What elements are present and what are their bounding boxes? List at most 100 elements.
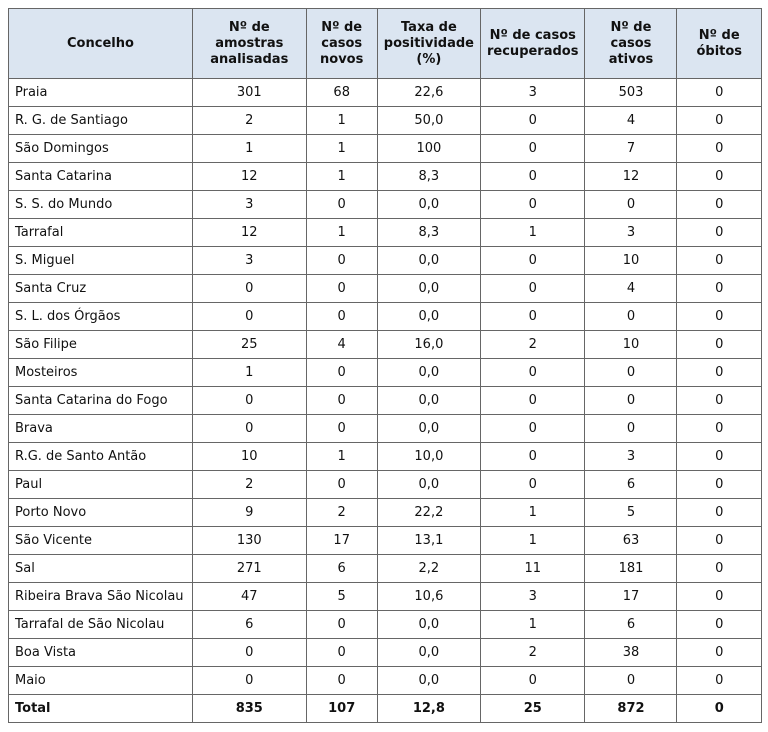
- table-cell: Santa Catarina: [8, 162, 193, 191]
- table-cell: 0: [676, 246, 762, 275]
- table-cell: 47: [191, 582, 307, 611]
- table-cell: 0,0: [376, 358, 482, 387]
- table-cell: 0: [676, 442, 762, 471]
- table-cell: 2: [191, 470, 307, 499]
- table-cell: 0: [676, 190, 762, 219]
- table-cell: 3: [479, 78, 586, 107]
- table-cell: 8,3: [376, 218, 482, 247]
- table-cell: 1: [479, 218, 586, 247]
- table-cell: 3: [584, 218, 678, 247]
- table-cell: 0: [676, 666, 762, 695]
- table-cell: 0: [479, 358, 586, 387]
- table-cell: 1: [191, 134, 307, 163]
- table-cell: 0: [676, 134, 762, 163]
- table-cell: 0: [676, 78, 762, 107]
- table-cell: 1: [479, 498, 586, 527]
- table-cell: 0: [305, 274, 378, 303]
- table-cell: 0: [479, 190, 586, 219]
- table-cell: 0,0: [376, 302, 482, 331]
- table-cell: 1: [191, 358, 307, 387]
- table-cell: 10: [191, 442, 307, 471]
- table-row: Sal 271 6 2,2 11 181 0: [8, 554, 762, 583]
- table-row: Brava 0 0 0,0 0 0 0: [8, 414, 762, 443]
- table-row: Santa Catarina 12 1 8,3 0 12 0: [8, 162, 762, 191]
- table-cell: 0: [584, 302, 678, 331]
- table-cell: 0,0: [376, 246, 482, 275]
- table-cell: 0: [676, 162, 762, 191]
- table-cell: 1: [479, 526, 586, 555]
- table-cell: 11: [479, 554, 586, 583]
- table-body: Praia 301 68 22,6 3 503 0 R. G. de Santiago 2 1 50…: [8, 78, 762, 723]
- table-cell: Praia: [8, 78, 193, 107]
- table-cell: Tarrafal de São Nicolau: [8, 610, 193, 639]
- table-cell: Maio: [8, 666, 193, 695]
- table-cell: 50,0: [376, 106, 482, 135]
- table-cell: 0: [676, 414, 762, 443]
- table-cell: 10: [584, 246, 678, 275]
- table-cell: 38: [584, 638, 678, 667]
- table-cell: Boa Vista: [8, 638, 193, 667]
- table-cell: 0: [305, 638, 378, 667]
- table-cell: 8,3: [376, 162, 482, 191]
- table-cell: 0: [676, 582, 762, 611]
- table-cell: 1: [305, 106, 378, 135]
- table-cell: 1: [305, 134, 378, 163]
- total-cell: 872: [584, 694, 678, 723]
- table-cell: 0: [676, 610, 762, 639]
- table-row: Santa Catarina do Fogo 0 0 0,0 0 0 0: [8, 386, 762, 415]
- total-row: Total 835 107 12,8 25 872 0: [8, 694, 762, 723]
- table-cell: 7: [584, 134, 678, 163]
- table-cell: 0: [191, 274, 307, 303]
- header-cell: Nº de casos novos: [305, 8, 378, 79]
- table-row: S. Miguel 3 0 0,0 0 10 0: [8, 246, 762, 275]
- header-row: Concelho Nº de amostras analisadas Nº de c…: [8, 8, 762, 79]
- table-cell: 0,0: [376, 638, 482, 667]
- table-row: Ribeira Brava São Nicolau 47 5 10,6 3 17 0: [8, 582, 762, 611]
- table-cell: 3: [584, 442, 678, 471]
- table-cell: 0: [584, 358, 678, 387]
- table-row: São Vicente 130 17 13,1 1 63 0: [8, 526, 762, 555]
- table-cell: 0: [584, 666, 678, 695]
- table-cell: 0,0: [376, 666, 482, 695]
- table-cell: 0,0: [376, 414, 482, 443]
- header-cell: Nº de amostras analisadas: [191, 8, 307, 79]
- table-cell: 0: [305, 190, 378, 219]
- table-row: Mosteiros 1 0 0,0 0 0 0: [8, 358, 762, 387]
- table-cell: 100: [376, 134, 482, 163]
- table-cell: 0: [479, 134, 586, 163]
- table-cell: 130: [191, 526, 307, 555]
- table-cell: 3: [191, 190, 307, 219]
- table-cell: Tarrafal: [8, 218, 193, 247]
- table-cell: 0: [305, 386, 378, 415]
- table-cell: 0,0: [376, 610, 482, 639]
- total-cell: 835: [191, 694, 307, 723]
- table-cell: Santa Catarina do Fogo: [8, 386, 193, 415]
- table-cell: 0: [676, 218, 762, 247]
- table-cell: 4: [584, 274, 678, 303]
- table-cell: S. S. do Mundo: [8, 190, 193, 219]
- table-cell: 0: [305, 470, 378, 499]
- table-cell: 1: [479, 610, 586, 639]
- total-cell: 12,8: [376, 694, 482, 723]
- table-row: Santa Cruz 0 0 0,0 0 4 0: [8, 274, 762, 303]
- header-cell: Taxa de positividade (%): [376, 8, 482, 79]
- table-cell: 0: [676, 386, 762, 415]
- table-cell: 0: [479, 302, 586, 331]
- table-cell: 0: [479, 246, 586, 275]
- table-row: Praia 301 68 22,6 3 503 0: [8, 78, 762, 107]
- table-cell: 12: [191, 162, 307, 191]
- table-cell: 13,1: [376, 526, 482, 555]
- table-cell: 0: [305, 414, 378, 443]
- table-cell: 2: [305, 498, 378, 527]
- table-cell: 10,0: [376, 442, 482, 471]
- table-cell: 1: [305, 162, 378, 191]
- table-cell: São Domingos: [8, 134, 193, 163]
- table-cell: 301: [191, 78, 307, 107]
- table-cell: 22,6: [376, 78, 482, 107]
- table-row: S. L. dos Órgãos 0 0 0,0 0 0 0: [8, 302, 762, 331]
- table-cell: 0,0: [376, 190, 482, 219]
- table-cell: Paul: [8, 470, 193, 499]
- table-cell: Mosteiros: [8, 358, 193, 387]
- table-cell: 0: [676, 638, 762, 667]
- table-cell: 0: [676, 274, 762, 303]
